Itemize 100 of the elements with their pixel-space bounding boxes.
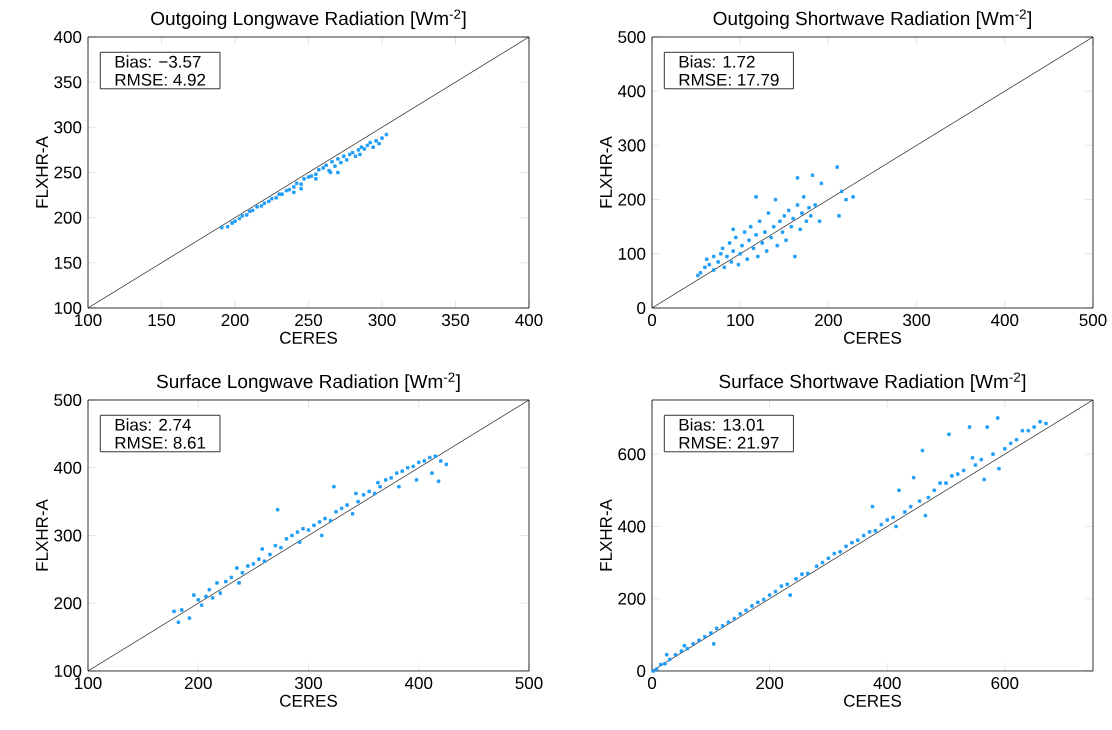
y-tick-label: 400 bbox=[617, 520, 646, 533]
annotation: RMSE: 21.97 bbox=[679, 436, 779, 449]
x-tick-label: 300 bbox=[368, 314, 396, 327]
point bbox=[384, 132, 389, 137]
x-tick-label: 0 bbox=[647, 314, 657, 327]
y-tick-label: 200 bbox=[618, 592, 646, 605]
point bbox=[267, 199, 271, 204]
point bbox=[358, 152, 362, 157]
point bbox=[324, 163, 328, 167]
point bbox=[262, 201, 267, 205]
point bbox=[270, 196, 274, 201]
point bbox=[377, 141, 381, 146]
y-tick-label: 200 bbox=[54, 211, 82, 224]
x-tick-label: 100 bbox=[75, 677, 102, 690]
point bbox=[245, 213, 249, 217]
point bbox=[299, 182, 303, 186]
y-tick-label: 0 bbox=[637, 301, 646, 315]
y-axis-title: FLXHR-A bbox=[36, 136, 48, 208]
x-tick-label: 250 bbox=[295, 314, 323, 327]
point bbox=[280, 192, 284, 196]
point bbox=[362, 147, 367, 151]
point bbox=[339, 160, 343, 165]
point bbox=[374, 139, 378, 143]
point bbox=[368, 140, 372, 145]
y-tick-label: 100 bbox=[54, 664, 82, 678]
x-tick-label: 600 bbox=[991, 677, 1019, 690]
point bbox=[292, 190, 296, 195]
point bbox=[295, 181, 299, 186]
point bbox=[302, 177, 306, 181]
x-axis-title: CERES bbox=[844, 331, 901, 344]
point bbox=[347, 152, 352, 157]
chart-title: Outgoing Longwave Radiation [Wm$^{-2}$] bbox=[151, 9, 466, 29]
point bbox=[248, 209, 252, 214]
x-tick-label: 200 bbox=[184, 677, 212, 690]
x-tick-label: 150 bbox=[148, 314, 176, 327]
x-tick-label: 200 bbox=[756, 677, 784, 690]
annotation: Bias: 2.74 bbox=[115, 418, 191, 431]
y-axis-title: FLXHR-A bbox=[36, 499, 48, 571]
point bbox=[233, 219, 237, 223]
point bbox=[230, 221, 234, 225]
annotation: Bias: 13.01 bbox=[679, 418, 765, 431]
point bbox=[336, 170, 340, 175]
x-axis-title: CERES bbox=[280, 331, 337, 344]
y-tick-label: 500 bbox=[618, 30, 646, 44]
x-tick-label: 400 bbox=[404, 677, 433, 690]
point bbox=[314, 177, 318, 181]
y-tick-label: 0 bbox=[637, 664, 646, 678]
x-tick-label: 300 bbox=[294, 677, 323, 690]
point bbox=[330, 159, 334, 164]
annotation: RMSE: 8.61 bbox=[115, 436, 206, 449]
x-tick-label: 500 bbox=[1079, 314, 1107, 327]
x-tick-label: 400 bbox=[515, 314, 543, 327]
x-tick-label: 400 bbox=[991, 314, 1019, 327]
point bbox=[292, 185, 296, 189]
y-axis-title: FLXHR-A bbox=[600, 136, 612, 208]
point bbox=[220, 225, 224, 230]
point bbox=[336, 157, 340, 161]
y-tick-label: 300 bbox=[618, 139, 646, 152]
point bbox=[255, 205, 259, 209]
point bbox=[250, 208, 255, 213]
y-tick-label: 400 bbox=[53, 30, 82, 44]
y-tick-label: 100 bbox=[54, 301, 82, 315]
y-tick-label: 150 bbox=[54, 256, 82, 269]
x-tick-label: 200 bbox=[815, 314, 842, 327]
annotation: RMSE: 4.92 bbox=[115, 73, 206, 86]
x-tick-label: 400 bbox=[873, 677, 901, 690]
y-tick-label: 200 bbox=[618, 193, 646, 206]
x-tick-label: 0 bbox=[647, 677, 657, 690]
point bbox=[299, 187, 303, 191]
y-tick-label: 200 bbox=[54, 597, 82, 610]
point bbox=[321, 166, 325, 170]
point bbox=[225, 224, 230, 229]
point bbox=[380, 136, 384, 140]
chart-title: Outgoing Shortwave Radiation [Wm$^{-2}$] bbox=[713, 9, 1031, 29]
x-axis-title: CERES bbox=[844, 694, 901, 707]
point bbox=[240, 214, 245, 218]
x-tick-label: 300 bbox=[903, 314, 931, 327]
y-tick-label: 400 bbox=[53, 461, 82, 474]
y-tick-label: 300 bbox=[54, 121, 82, 134]
x-tick-label: 200 bbox=[221, 314, 249, 327]
point bbox=[371, 145, 375, 149]
chart-title: Surface Shortwave Radiation [Wm$^{-2}$] bbox=[719, 372, 1026, 392]
point bbox=[333, 164, 337, 168]
x-tick-label: 100 bbox=[75, 314, 102, 327]
point bbox=[342, 154, 346, 158]
point bbox=[350, 150, 355, 155]
point bbox=[259, 204, 264, 208]
point bbox=[356, 148, 361, 152]
annotation: Bias: 1.72 bbox=[679, 55, 755, 68]
x-axis-title: CERES bbox=[280, 694, 337, 707]
point bbox=[314, 172, 318, 176]
y-tick-label: 600 bbox=[618, 448, 646, 461]
annotation: RMSE: 17.79 bbox=[679, 73, 779, 86]
annotation: Bias: −3.57 bbox=[115, 55, 201, 68]
x-tick-label: 100 bbox=[727, 314, 754, 327]
y-tick-label: 400 bbox=[617, 85, 646, 98]
point bbox=[353, 154, 358, 158]
y-tick-label: 100 bbox=[618, 247, 646, 260]
point bbox=[345, 158, 349, 162]
point bbox=[317, 168, 321, 172]
